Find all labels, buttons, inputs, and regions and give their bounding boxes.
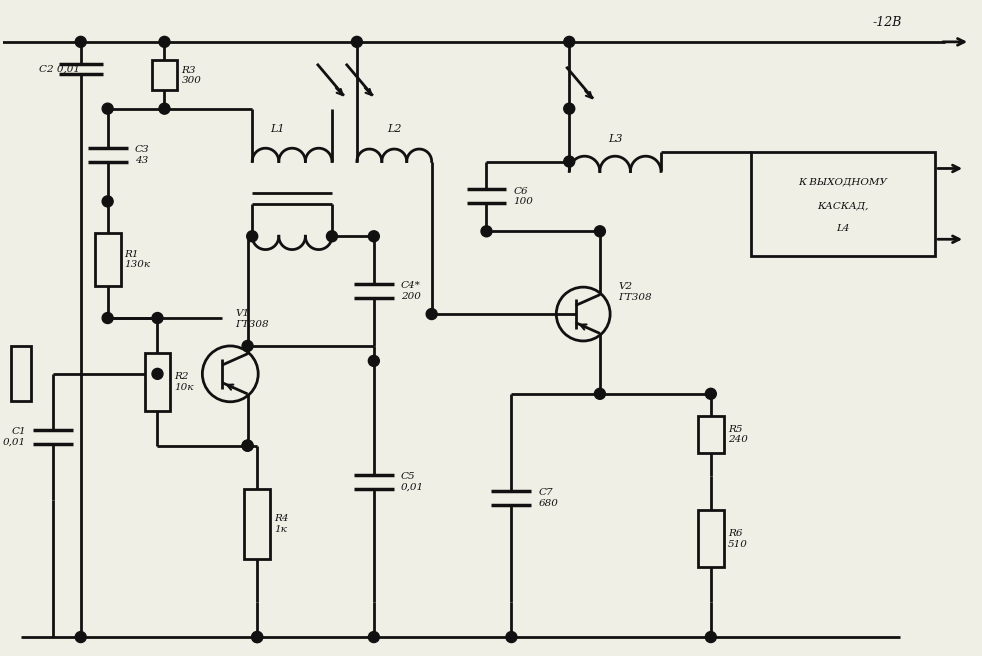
Bar [245, 489, 270, 559]
Circle shape [102, 103, 113, 114]
Circle shape [159, 103, 170, 114]
Circle shape [705, 632, 716, 642]
Bar [698, 510, 724, 567]
Text: КАСКАД,: КАСКАД, [817, 201, 869, 211]
Circle shape [564, 36, 574, 47]
Circle shape [243, 440, 253, 451]
Circle shape [506, 632, 517, 642]
Bar [698, 417, 724, 453]
Text: R1
130к: R1 130к [125, 250, 150, 270]
Circle shape [705, 388, 716, 400]
Text: -12В: -12В [872, 16, 901, 29]
Circle shape [246, 231, 257, 242]
Text: C5
0,01: C5 0,01 [401, 472, 424, 491]
Text: V2
ГТ308: V2 ГТ308 [618, 283, 652, 302]
Circle shape [594, 388, 605, 400]
Text: R4
1к: R4 1к [274, 514, 289, 533]
Circle shape [251, 632, 262, 642]
Circle shape [76, 632, 86, 642]
Bar [11, 346, 30, 401]
Bar [750, 152, 935, 256]
Text: C4*
200: C4* 200 [401, 281, 420, 301]
Text: C3
43: C3 43 [135, 146, 149, 165]
Circle shape [243, 340, 253, 352]
Text: C7
680: C7 680 [538, 488, 558, 508]
Circle shape [326, 231, 338, 242]
Text: C6
100: C6 100 [514, 187, 533, 206]
Text: L2: L2 [387, 123, 402, 134]
Bar [94, 234, 121, 286]
Circle shape [368, 231, 379, 242]
Circle shape [159, 36, 170, 47]
Circle shape [251, 632, 262, 642]
Circle shape [368, 632, 379, 642]
Text: L1: L1 [270, 123, 285, 134]
Text: C2 0,01: C2 0,01 [39, 64, 80, 73]
Circle shape [564, 156, 574, 167]
Circle shape [152, 369, 163, 379]
Circle shape [76, 36, 86, 47]
Circle shape [102, 196, 113, 207]
Text: V1
ГТ308: V1 ГТ308 [236, 310, 269, 329]
Circle shape [368, 356, 379, 367]
Text: К ВЫХОДНОМУ: К ВЫХОДНОМУ [798, 177, 888, 186]
Circle shape [102, 312, 113, 323]
Circle shape [481, 226, 492, 237]
Bar [144, 353, 171, 411]
Circle shape [564, 103, 574, 114]
Circle shape [152, 312, 163, 323]
Circle shape [594, 226, 605, 237]
Circle shape [243, 440, 253, 451]
Text: C1
0,01: C1 0,01 [3, 428, 26, 447]
Circle shape [352, 36, 362, 47]
Text: R2
10к: R2 10к [175, 372, 193, 392]
Text: R5
240: R5 240 [728, 425, 747, 444]
Circle shape [426, 308, 437, 319]
Text: L3: L3 [608, 134, 623, 144]
Text: L4: L4 [836, 224, 849, 234]
Text: R3
300: R3 300 [182, 66, 201, 85]
Text: R6
510: R6 510 [728, 529, 747, 548]
Bar [151, 60, 178, 91]
